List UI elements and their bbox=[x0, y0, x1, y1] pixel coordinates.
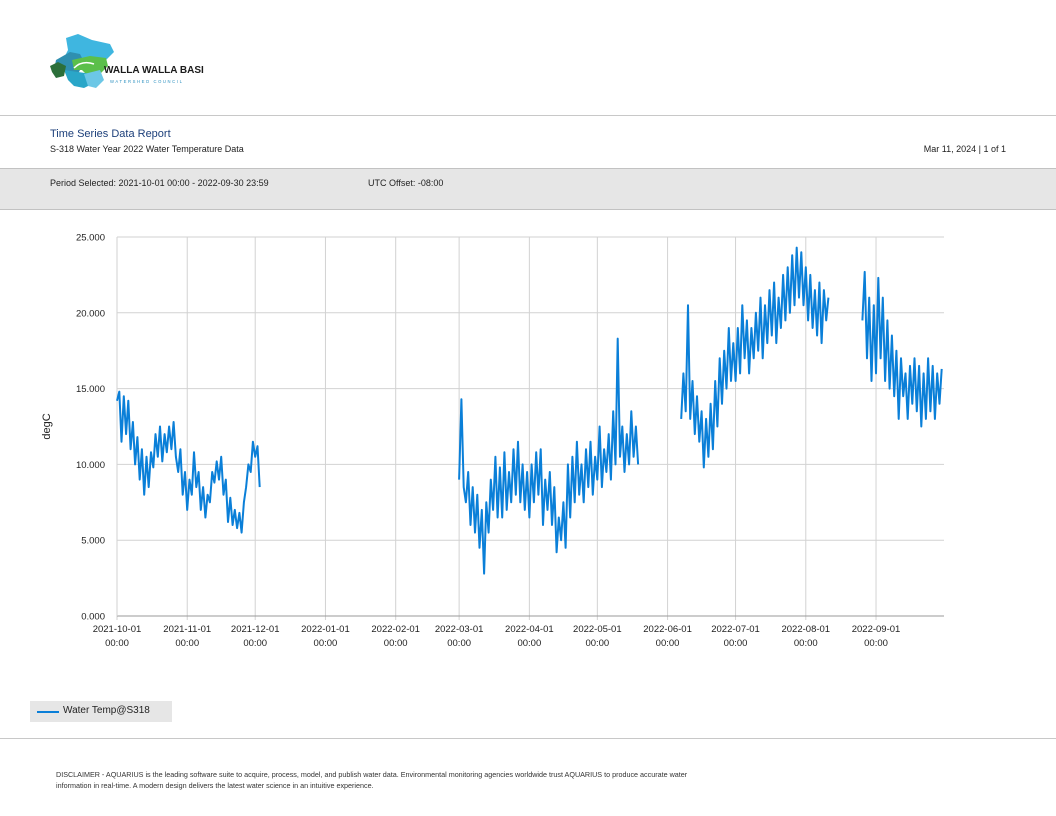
y-tick-label: 10.000 bbox=[76, 460, 105, 471]
x-tick-time-label: 00:00 bbox=[384, 638, 408, 649]
report-title: Time Series Data Report bbox=[50, 128, 171, 140]
logo-name: WALLA WALLA BASIN bbox=[104, 65, 204, 76]
disclaimer-line-1: DISCLAIMER - AQUARIUS is the leading sof… bbox=[56, 770, 688, 779]
x-tick-time-label: 00:00 bbox=[794, 638, 818, 649]
y-axis-label: degC bbox=[41, 413, 53, 439]
x-tick-time-label: 00:00 bbox=[105, 638, 129, 649]
x-tick-label: 2022-03-01 bbox=[435, 624, 484, 635]
legend: Water Temp@S318 bbox=[30, 701, 172, 722]
y-tick-label: 20.000 bbox=[76, 308, 105, 319]
disclaimer-line-2: information in real-time. A modern desig… bbox=[56, 781, 374, 790]
footer-divider bbox=[0, 738, 1056, 739]
disclaimer: DISCLAIMER - AQUARIUS is the leading sof… bbox=[56, 769, 836, 791]
x-tick-label: 2022-07-01 bbox=[711, 624, 760, 635]
x-tick-label: 2021-12-01 bbox=[231, 624, 280, 635]
report-subtitle: S-318 Water Year 2022 Water Temperature … bbox=[50, 144, 244, 154]
period-selected: Period Selected: 2021-10-01 00:00 - 2022… bbox=[50, 178, 269, 188]
x-tick-label: 2022-01-01 bbox=[301, 624, 350, 635]
utc-offset: UTC Offset: -08:00 bbox=[368, 178, 444, 188]
series-line-water-temp bbox=[116, 390, 261, 534]
x-tick-label: 2022-08-01 bbox=[781, 624, 830, 635]
x-tick-label: 2021-10-01 bbox=[93, 624, 142, 635]
y-tick-label: 5.000 bbox=[81, 536, 105, 547]
x-tick-label: 2022-09-01 bbox=[852, 624, 901, 635]
x-tick-label: 2022-06-01 bbox=[643, 624, 692, 635]
x-tick-label: 2022-05-01 bbox=[573, 624, 622, 635]
logo-tagline: WATERSHED COUNCIL bbox=[110, 79, 184, 84]
x-tick-label: 2022-02-01 bbox=[371, 624, 420, 635]
header-divider bbox=[0, 115, 1056, 116]
x-tick-time-label: 00:00 bbox=[864, 638, 888, 649]
x-tick-time-label: 00:00 bbox=[243, 638, 267, 649]
legend-label: Water Temp@S318 bbox=[63, 705, 150, 716]
x-tick-time-label: 00:00 bbox=[585, 638, 609, 649]
x-tick-time-label: 00:00 bbox=[447, 638, 471, 649]
y-tick-label: 25.000 bbox=[76, 233, 105, 244]
series-line-water-temp bbox=[458, 337, 640, 575]
x-tick-time-label: 00:00 bbox=[314, 638, 338, 649]
series-line-water-temp bbox=[680, 246, 830, 469]
report-date-page: Mar 11, 2024 | 1 of 1 bbox=[923, 144, 1006, 154]
time-series-chart: 0.000 5.000 10.000 15.000 20.000 25.000 2021-1… bbox=[41, 233, 944, 649]
legend-swatch bbox=[37, 711, 59, 713]
series-line-water-temp bbox=[861, 270, 943, 428]
period-band: Period Selected: 2021-10-01 00:00 - 2022… bbox=[0, 168, 1056, 210]
x-tick-time-label: 00:00 bbox=[724, 638, 748, 649]
x-tick-time-label: 00:00 bbox=[517, 638, 541, 649]
x-tick-time-label: 00:00 bbox=[656, 638, 680, 649]
y-tick-label: 15.000 bbox=[76, 384, 105, 395]
x-tick-label: 2021-11-01 bbox=[163, 624, 211, 635]
x-tick-label: 2022-04-01 bbox=[505, 624, 554, 635]
y-tick-label: 0.000 bbox=[81, 612, 105, 623]
x-tick-time-label: 00:00 bbox=[175, 638, 199, 649]
watershed-map-logo: WALLA WALLA BASIN WATERSHED COUNCIL bbox=[50, 34, 204, 88]
